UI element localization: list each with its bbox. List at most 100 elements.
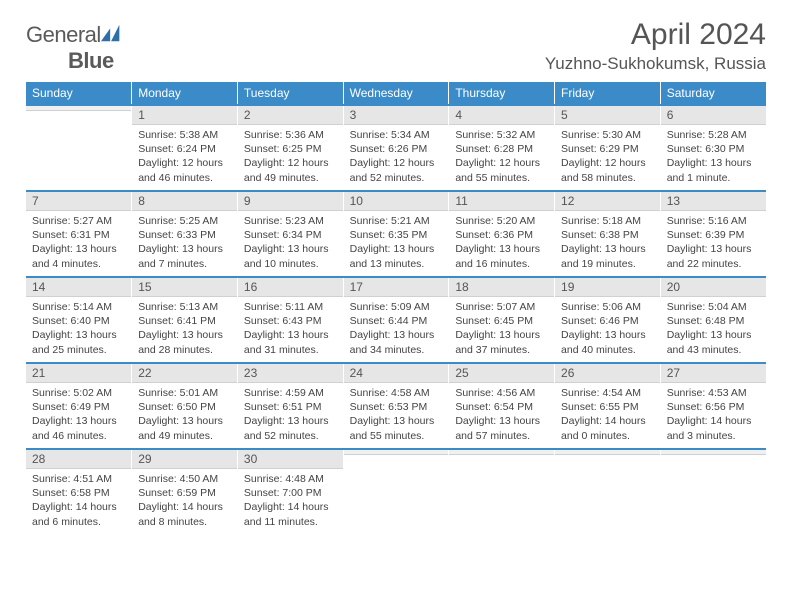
day-content: Sunrise: 4:48 AMSunset: 7:00 PMDaylight:… [238,469,343,533]
logo-mark-icon [101,22,123,40]
sunset-text: Sunset: 6:39 PM [667,228,760,242]
brand-left: General [26,22,101,47]
sunrise-text: Sunrise: 5:01 AM [138,386,231,400]
daylight-text: Daylight: 13 hours and 13 minutes. [350,242,443,270]
calendar-day-cell: 18Sunrise: 5:07 AMSunset: 6:45 PMDayligh… [449,277,555,363]
day-number: 23 [238,364,343,383]
sunrise-text: Sunrise: 5:27 AM [32,214,125,228]
day-number: 13 [661,192,766,211]
sunset-text: Sunset: 6:38 PM [561,228,654,242]
calendar-day-cell [343,449,449,535]
day-content: Sunrise: 5:27 AMSunset: 6:31 PMDaylight:… [26,211,131,275]
daylight-text: Daylight: 13 hours and 52 minutes. [244,414,337,442]
sunset-text: Sunset: 7:00 PM [244,486,337,500]
daylight-text: Daylight: 12 hours and 58 minutes. [561,156,654,184]
day-number: 12 [555,192,660,211]
sunrise-text: Sunrise: 5:06 AM [561,300,654,314]
brand-logo: GeneralBlue [26,22,123,74]
sunrise-text: Sunrise: 5:36 AM [244,128,337,142]
daylight-text: Daylight: 13 hours and 57 minutes. [455,414,548,442]
sunset-text: Sunset: 6:45 PM [455,314,548,328]
sunset-text: Sunset: 6:28 PM [455,142,548,156]
day-content: Sunrise: 5:28 AMSunset: 6:30 PMDaylight:… [661,125,766,189]
daylight-text: Daylight: 14 hours and 8 minutes. [138,500,231,528]
day-content: Sunrise: 5:20 AMSunset: 6:36 PMDaylight:… [449,211,554,275]
daylight-text: Daylight: 12 hours and 46 minutes. [138,156,231,184]
day-content: Sunrise: 5:25 AMSunset: 6:33 PMDaylight:… [132,211,237,275]
calendar-day-cell: 1Sunrise: 5:38 AMSunset: 6:24 PMDaylight… [132,105,238,191]
day-number: 4 [449,106,554,125]
calendar-day-cell: 30Sunrise: 4:48 AMSunset: 7:00 PMDayligh… [237,449,343,535]
weekday-header: Tuesday [237,82,343,105]
sunset-text: Sunset: 6:43 PM [244,314,337,328]
calendar-day-cell: 15Sunrise: 5:13 AMSunset: 6:41 PMDayligh… [132,277,238,363]
sunset-text: Sunset: 6:46 PM [561,314,654,328]
day-content: Sunrise: 5:13 AMSunset: 6:41 PMDaylight:… [132,297,237,361]
day-number [26,106,131,111]
sunrise-text: Sunrise: 5:38 AM [138,128,231,142]
daylight-text: Daylight: 13 hours and 43 minutes. [667,328,760,356]
day-content: Sunrise: 4:50 AMSunset: 6:59 PMDaylight:… [132,469,237,533]
day-content: Sunrise: 5:21 AMSunset: 6:35 PMDaylight:… [344,211,449,275]
calendar-day-cell: 19Sunrise: 5:06 AMSunset: 6:46 PMDayligh… [555,277,661,363]
day-number: 24 [344,364,449,383]
daylight-text: Daylight: 13 hours and 10 minutes. [244,242,337,270]
day-content: Sunrise: 5:18 AMSunset: 6:38 PMDaylight:… [555,211,660,275]
daylight-text: Daylight: 13 hours and 28 minutes. [138,328,231,356]
sunrise-text: Sunrise: 4:56 AM [455,386,548,400]
day-number: 16 [238,278,343,297]
daylight-text: Daylight: 13 hours and 1 minute. [667,156,760,184]
sunrise-text: Sunrise: 5:16 AM [667,214,760,228]
calendar-day-cell: 28Sunrise: 4:51 AMSunset: 6:58 PMDayligh… [26,449,132,535]
day-number: 26 [555,364,660,383]
weekday-header: Thursday [449,82,555,105]
calendar-header-row: Sunday Monday Tuesday Wednesday Thursday… [26,82,766,105]
weekday-header: Sunday [26,82,132,105]
calendar-day-cell [449,449,555,535]
daylight-text: Daylight: 13 hours and 22 minutes. [667,242,760,270]
calendar-day-cell: 5Sunrise: 5:30 AMSunset: 6:29 PMDaylight… [555,105,661,191]
daylight-text: Daylight: 13 hours and 55 minutes. [350,414,443,442]
sunrise-text: Sunrise: 5:23 AM [244,214,337,228]
day-number: 21 [26,364,131,383]
daylight-text: Daylight: 14 hours and 11 minutes. [244,500,337,528]
day-number: 17 [344,278,449,297]
day-number: 28 [26,450,131,469]
sunrise-text: Sunrise: 5:20 AM [455,214,548,228]
day-number: 10 [344,192,449,211]
sunrise-text: Sunrise: 5:13 AM [138,300,231,314]
calendar-day-cell: 21Sunrise: 5:02 AMSunset: 6:49 PMDayligh… [26,363,132,449]
calendar-week-row: 14Sunrise: 5:14 AMSunset: 6:40 PMDayligh… [26,277,766,363]
sunset-text: Sunset: 6:48 PM [667,314,760,328]
calendar-day-cell: 12Sunrise: 5:18 AMSunset: 6:38 PMDayligh… [555,191,661,277]
day-number: 8 [132,192,237,211]
sunset-text: Sunset: 6:44 PM [350,314,443,328]
day-number: 7 [26,192,131,211]
calendar-day-cell [26,105,132,191]
sunset-text: Sunset: 6:36 PM [455,228,548,242]
day-content: Sunrise: 5:32 AMSunset: 6:28 PMDaylight:… [449,125,554,189]
day-number: 11 [449,192,554,211]
sunset-text: Sunset: 6:34 PM [244,228,337,242]
sunrise-text: Sunrise: 5:07 AM [455,300,548,314]
sunrise-text: Sunrise: 4:58 AM [350,386,443,400]
sunset-text: Sunset: 6:31 PM [32,228,125,242]
day-content: Sunrise: 4:51 AMSunset: 6:58 PMDaylight:… [26,469,131,533]
sunrise-text: Sunrise: 5:04 AM [667,300,760,314]
brand-text: GeneralBlue [26,22,123,74]
calendar-day-cell [555,449,661,535]
day-number: 22 [132,364,237,383]
weekday-header: Monday [132,82,238,105]
day-number: 15 [132,278,237,297]
sunset-text: Sunset: 6:41 PM [138,314,231,328]
sunrise-text: Sunrise: 5:21 AM [350,214,443,228]
day-number: 5 [555,106,660,125]
sunrise-text: Sunrise: 5:11 AM [244,300,337,314]
calendar-day-cell: 16Sunrise: 5:11 AMSunset: 6:43 PMDayligh… [237,277,343,363]
calendar-day-cell: 7Sunrise: 5:27 AMSunset: 6:31 PMDaylight… [26,191,132,277]
calendar-body: 1Sunrise: 5:38 AMSunset: 6:24 PMDaylight… [26,105,766,535]
sunset-text: Sunset: 6:25 PM [244,142,337,156]
calendar-day-cell: 13 Sunrise: 5:16 AMSunset: 6:39 PMDayligh… [660,191,766,277]
daylight-text: Daylight: 14 hours and 0 minutes. [561,414,654,442]
calendar-day-cell: 14Sunrise: 5:14 AMSunset: 6:40 PMDayligh… [26,277,132,363]
